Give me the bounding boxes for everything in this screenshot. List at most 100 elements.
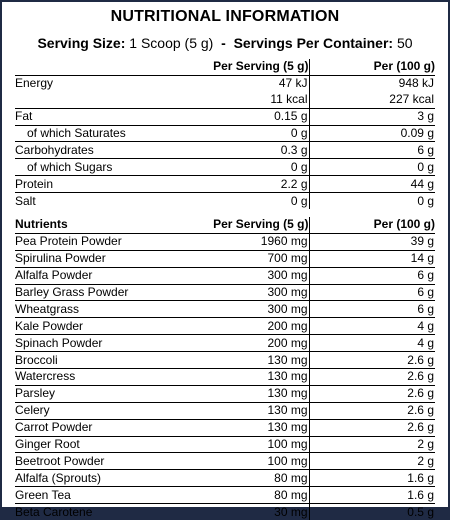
serving-info: Serving Size: 1 Scoop (5 g) - Servings P… xyxy=(2,35,448,51)
row-per-100g: 4 g xyxy=(309,317,435,336)
nutrients-table: Nutrients Per Serving (5 g) Per (100 g) … xyxy=(15,217,435,520)
table-row: Parsley 130 mg 2.6 g xyxy=(15,385,435,403)
nutrients-header-label: Nutrients xyxy=(15,217,183,234)
table-row: Ginger Root 100 mg 2 g xyxy=(15,436,435,454)
row-per-serving: 80 mg xyxy=(183,486,310,505)
row-label: Alfalfa Powder xyxy=(15,267,183,285)
table-row: Beetroot Powder 100 mg 2 g xyxy=(15,452,435,471)
row-per-serving: 100 mg xyxy=(183,436,310,454)
table-row: Alfalfa Powder 300 mg 6 g xyxy=(15,267,435,285)
nutrition-header-per-serving: Per Serving (5 g) xyxy=(183,59,310,76)
table-row: Celery 130 mg 2.6 g xyxy=(15,402,435,420)
row-per-100g: 2.6 g xyxy=(309,351,435,370)
row-per-100g: 0 g xyxy=(417,193,434,208)
row-label: Carbohydrates xyxy=(15,141,183,160)
row-per-100g: 3 g xyxy=(309,108,435,126)
nutrition-header-per-100g: Per (100 g) xyxy=(309,59,435,76)
row-per-serving: 130 mg xyxy=(183,402,310,420)
row-label: Spirulina Powder xyxy=(15,250,183,268)
row-per-serving: 130 mg xyxy=(183,368,310,386)
row-per-100g: 1.6 g xyxy=(309,469,435,488)
row-per-serving: 300 mg xyxy=(183,300,310,319)
row-per-100g: 227 kcal xyxy=(309,91,435,109)
table-row: Spinach Powder 200 mg 4 g xyxy=(15,334,435,353)
table-row: Kale Powder 200 mg 4 g xyxy=(15,317,435,336)
table-row: Beta Carotene 30 mg 0.5 g xyxy=(15,503,435,520)
row-per-100g: 39 g xyxy=(309,233,435,251)
table-row: Energy 47 kJ 948 kJ xyxy=(15,75,435,92)
serving-size-value: 1 Scoop (5 g) xyxy=(129,35,214,51)
table-row: Alfalfa (Sprouts) 80 mg 1.6 g xyxy=(15,469,435,488)
row-per-serving: 130 mg xyxy=(183,385,310,403)
row-label: Parsley xyxy=(15,385,183,403)
row-per-100g: 0.5 g xyxy=(407,504,434,519)
row-per-100g: 6 g xyxy=(309,141,435,160)
table-row: Barley Grass Powder 300 mg 6 g xyxy=(15,284,435,302)
row-per-100g: 4 g xyxy=(309,334,435,353)
row-per-serving: 200 mg xyxy=(183,334,310,353)
row-label: Kale Powder xyxy=(15,317,183,336)
row-per-100g: 0.09 g xyxy=(309,125,435,143)
serving-separator: - xyxy=(221,35,226,51)
row-per-100g: 6 g xyxy=(309,300,435,319)
row-per-100g: 2.6 g xyxy=(309,402,435,420)
row-label: Protein xyxy=(15,175,183,194)
row-label: Salt xyxy=(15,193,36,208)
row-per-serving: 700 mg xyxy=(183,250,310,268)
row-per-100g: 2.6 g xyxy=(309,385,435,403)
row-per-100g: 948 kJ xyxy=(398,76,434,91)
table-row: Pea Protein Powder 1960 mg 39 g xyxy=(15,233,435,251)
row-per-100g: 2 g xyxy=(309,452,435,471)
table-row: Wheatgrass 300 mg 6 g xyxy=(15,300,435,319)
row-per-serving: 130 mg xyxy=(183,419,310,437)
row-label: Barley Grass Powder xyxy=(15,284,183,302)
row-label: of which Saturates xyxy=(15,125,183,143)
table-row: Salt 0 g 0 g xyxy=(15,192,435,210)
row-per-100g: 6 g xyxy=(309,267,435,285)
nutrients-header-row: Nutrients Per Serving (5 g) Per (100 g) xyxy=(15,217,435,234)
row-per-serving: 0 g xyxy=(183,192,310,210)
table-row: Protein 2.2 g 44 g xyxy=(15,175,435,194)
row-per-serving: 130 mg xyxy=(183,351,310,370)
table-row: 11 kcal 227 kcal xyxy=(15,91,435,109)
servings-per-container-value: 50 xyxy=(396,35,413,51)
table-row: Green Tea 80 mg 1.6 g xyxy=(15,486,435,505)
row-label: Celery xyxy=(15,402,183,420)
row-label: of which Sugars xyxy=(15,158,183,177)
nutrition-header-row: Per Serving (5 g) Per (100 g) xyxy=(15,59,435,76)
row-per-serving: 0 g xyxy=(183,158,310,177)
row-per-serving: 0.15 g xyxy=(183,108,310,126)
row-label: Green Tea xyxy=(15,486,183,505)
row-label: Spinach Powder xyxy=(15,334,183,353)
row-per-serving: 11 kcal xyxy=(183,91,310,109)
row-label: Carrot Powder xyxy=(15,419,183,437)
row-per-serving: 0 g xyxy=(183,125,310,143)
table-row: of which Saturates 0 g 0.09 g xyxy=(15,125,435,143)
row-per-serving: 100 mg xyxy=(183,452,310,471)
nutrition-header-label xyxy=(15,59,183,76)
table-row: Broccoli 130 mg 2.6 g xyxy=(15,351,435,370)
row-per-serving: 30 mg xyxy=(183,503,310,520)
row-per-100g: 1.6 g xyxy=(309,486,435,505)
row-per-100g: 6 g xyxy=(309,284,435,302)
row-per-100g: 2.6 g xyxy=(309,368,435,386)
row-per-serving: 300 mg xyxy=(183,284,310,302)
row-per-serving: 80 mg xyxy=(183,469,310,488)
row-per-serving: 47 kJ xyxy=(183,75,310,92)
row-label: Beetroot Powder xyxy=(15,452,183,471)
table-row: Watercress 130 mg 2.6 g xyxy=(15,368,435,386)
row-label: Fat xyxy=(15,108,183,126)
row-per-100g: 44 g xyxy=(309,175,435,194)
row-per-serving: 200 mg xyxy=(183,317,310,336)
row-per-100g: 2 g xyxy=(309,436,435,454)
table-row: Carrot Powder 130 mg 2.6 g xyxy=(15,419,435,437)
row-per-serving: 0.3 g xyxy=(183,141,310,160)
row-label xyxy=(15,91,183,109)
row-per-100g: 14 g xyxy=(309,250,435,268)
nutrients-header-per-serving: Per Serving (5 g) xyxy=(183,217,310,234)
nutrients-header-per-100g: Per (100 g) xyxy=(309,217,435,234)
